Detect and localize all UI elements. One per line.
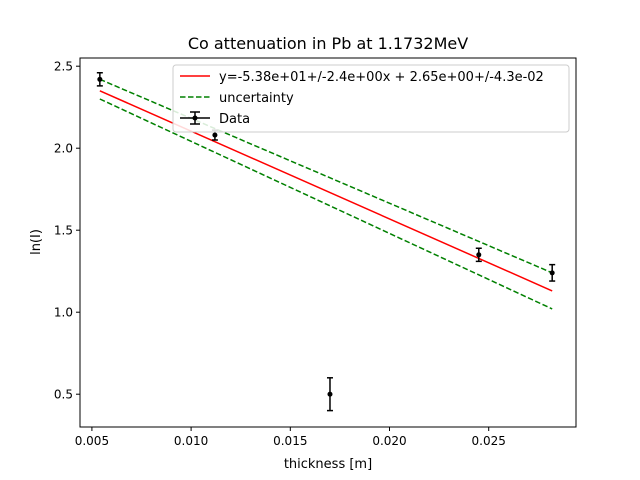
y-axis-label: ln(I) xyxy=(29,229,44,255)
axes-frame xyxy=(79,57,577,428)
data-marker xyxy=(476,252,482,258)
legend: y=-5.38e+01+/-2.4e+00x + 2.65e+00+/-4.3e… xyxy=(172,64,570,133)
data-marker xyxy=(212,132,218,138)
x-tick-label: 0.010 xyxy=(174,434,208,448)
data-point xyxy=(96,72,103,87)
data-marker xyxy=(327,391,333,397)
y-tick-label: 1.5 xyxy=(54,224,73,238)
x-tick-label: 0.005 xyxy=(75,434,109,448)
legend-box xyxy=(172,64,570,133)
x-tick-label: 0.015 xyxy=(273,434,307,448)
data-point xyxy=(475,247,482,263)
data-point xyxy=(326,377,333,412)
x-axis-label: thickness [m] xyxy=(284,457,372,472)
y-tick-label: 1.0 xyxy=(54,306,73,320)
data-marker xyxy=(97,76,103,82)
legend-data-swatch xyxy=(180,111,210,125)
y-axis: 0.5 1.0 1.5 2.0 2.5 xyxy=(54,60,80,402)
legend-data-label: Data xyxy=(219,112,250,127)
y-tick-label: 0.5 xyxy=(54,388,73,402)
data-point xyxy=(549,263,556,282)
y-tick-label: 2.0 xyxy=(54,142,73,156)
x-tick-label: 0.020 xyxy=(372,434,406,448)
x-tick-label: 0.025 xyxy=(472,434,506,448)
uncertainty-lower-line xyxy=(99,98,553,310)
y-tick-label: 2.5 xyxy=(54,60,73,74)
x-axis: 0.005 0.010 0.015 0.020 0.025 xyxy=(75,427,506,448)
chart-title: Co attenuation in Pb at 1.1732MeV xyxy=(188,34,468,53)
legend-fit-label: y=-5.38e+01+/-2.4e+00x + 2.65e+00+/-4.3e… xyxy=(219,70,544,85)
legend-uncertainty-label: uncertainty xyxy=(219,91,294,106)
data-marker xyxy=(549,270,555,276)
